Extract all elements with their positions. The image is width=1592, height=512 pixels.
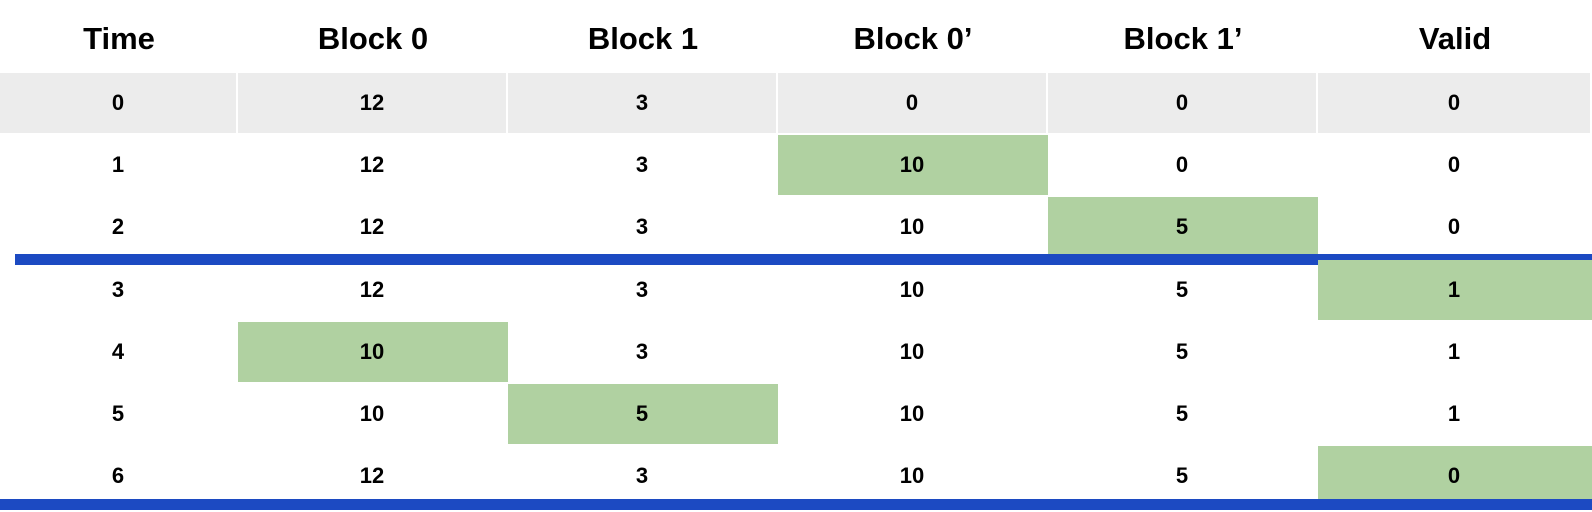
table-cell-time: 6 xyxy=(111,463,125,488)
blue-bottom-border-line xyxy=(0,499,1592,510)
table-cell-block-1-prime: 5 xyxy=(1175,339,1189,364)
table-cell-block-0-prime: 0 xyxy=(778,73,1048,133)
table-cell-block-0: 12 xyxy=(359,463,385,488)
table-cell-valid: 1 xyxy=(1318,260,1592,320)
table-row: 1 12 3 10 0 0 xyxy=(0,135,1592,195)
table-cell-block-1-prime: 5 xyxy=(1175,277,1189,302)
table-cell-valid: 0 xyxy=(1318,446,1592,506)
table-cell-block-1: 3 xyxy=(635,277,649,302)
table-cell-block-1: 3 xyxy=(635,152,649,177)
header-block-0: Block 0 xyxy=(317,21,429,56)
table-cell-valid: 0 xyxy=(1447,214,1461,239)
table-cell-block-1: 3 xyxy=(508,73,778,133)
table-row: 6 12 3 10 5 0 xyxy=(0,446,1592,506)
table-cell-block-0-prime: 10 xyxy=(778,135,1048,195)
table-cell-block-0-prime: 10 xyxy=(899,277,925,302)
header-block-1: Block 1 xyxy=(587,21,699,56)
blue-divider-line xyxy=(15,254,1592,265)
table-cell-block-0: 10 xyxy=(359,401,385,426)
table-cell-time: 1 xyxy=(111,152,125,177)
table-cell-block-0-prime: 10 xyxy=(899,214,925,239)
header-time: Time xyxy=(83,21,155,56)
header-block-1-prime: Block 1’ xyxy=(1123,21,1243,56)
table-cell-valid: 0 xyxy=(1318,73,1592,133)
table-cell-block-1: 3 xyxy=(635,463,649,488)
table-cell-valid: 0 xyxy=(1447,152,1461,177)
table-cell-block-1-prime: 0 xyxy=(1048,73,1318,133)
table-header-row: Time Block 0 Block 1 Block 0’ Block 1’ V… xyxy=(0,0,1592,74)
table-cell-block-1: 3 xyxy=(635,339,649,364)
table-row: 4 10 3 10 5 1 xyxy=(0,322,1592,382)
table-cell-time: 5 xyxy=(111,401,125,426)
table-cell-block-0: 12 xyxy=(359,277,385,302)
table-cell-block-0: 10 xyxy=(238,322,508,382)
table-cell-block-0: 12 xyxy=(359,214,385,239)
table-cell-time: 3 xyxy=(111,277,125,302)
table-cell-block-1: 3 xyxy=(635,214,649,239)
table-cell-block-1-prime: 5 xyxy=(1175,401,1189,426)
table-row: 3 12 3 10 5 1 xyxy=(0,260,1592,320)
table-row: 0 12 3 0 0 0 xyxy=(0,73,1592,133)
table-cell-time: 0 xyxy=(0,73,238,133)
table-cell-block-1-prime: 0 xyxy=(1175,152,1189,177)
table-cell-block-0: 12 xyxy=(359,152,385,177)
header-block-0-prime: Block 0’ xyxy=(853,21,973,56)
table-cell-block-0-prime: 10 xyxy=(899,463,925,488)
table-cell-time: 4 xyxy=(111,339,125,364)
table-cell-block-0-prime: 10 xyxy=(899,401,925,426)
table-cell-block-1: 5 xyxy=(508,384,778,444)
table-cell-block-0-prime: 10 xyxy=(899,339,925,364)
table-row: 5 10 5 10 5 1 xyxy=(0,384,1592,444)
header-valid: Valid xyxy=(1418,21,1492,56)
table-cell-valid: 1 xyxy=(1447,401,1461,426)
table-cell-time: 2 xyxy=(111,214,125,239)
table-cell-block-1-prime: 5 xyxy=(1048,197,1318,257)
table-cell-block-1-prime: 5 xyxy=(1175,463,1189,488)
table-cell-valid: 1 xyxy=(1447,339,1461,364)
table-row: 2 12 3 10 5 0 xyxy=(0,197,1592,257)
table-cell-block-0: 12 xyxy=(238,73,508,133)
